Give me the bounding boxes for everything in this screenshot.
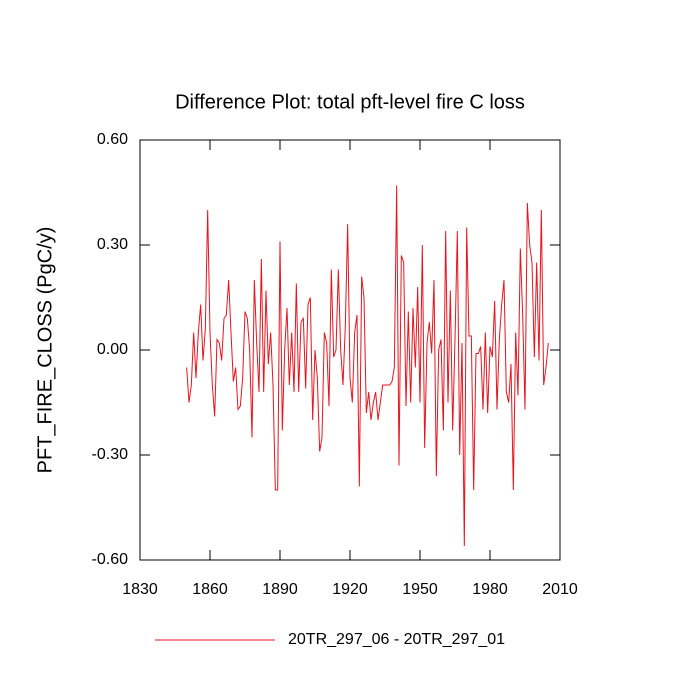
y-tick-label: 0.30 <box>97 236 128 253</box>
data-line <box>186 185 549 547</box>
y-tick-label: 0.60 <box>97 131 128 148</box>
y-tick-label: 0.00 <box>97 341 128 358</box>
x-tick-label: 1920 <box>332 581 368 598</box>
x-tick-label: 1830 <box>122 581 158 598</box>
x-tick-label: 1950 <box>402 581 438 598</box>
x-tick-label: 2010 <box>542 581 578 598</box>
legend-label: 20TR_297_06 - 20TR_297_01 <box>288 631 505 648</box>
y-tick-label: -0.30 <box>92 446 129 463</box>
x-tick-label: 1980 <box>472 581 508 598</box>
y-tick-label: -0.60 <box>92 551 129 568</box>
y-axis-label: PFT_FIRE_CLOSS (PgC/y) <box>34 227 56 474</box>
x-tick-label: 1890 <box>262 581 298 598</box>
x-tick-label: 1860 <box>192 581 228 598</box>
chart-title: Difference Plot: total pft-level fire C … <box>175 91 525 113</box>
